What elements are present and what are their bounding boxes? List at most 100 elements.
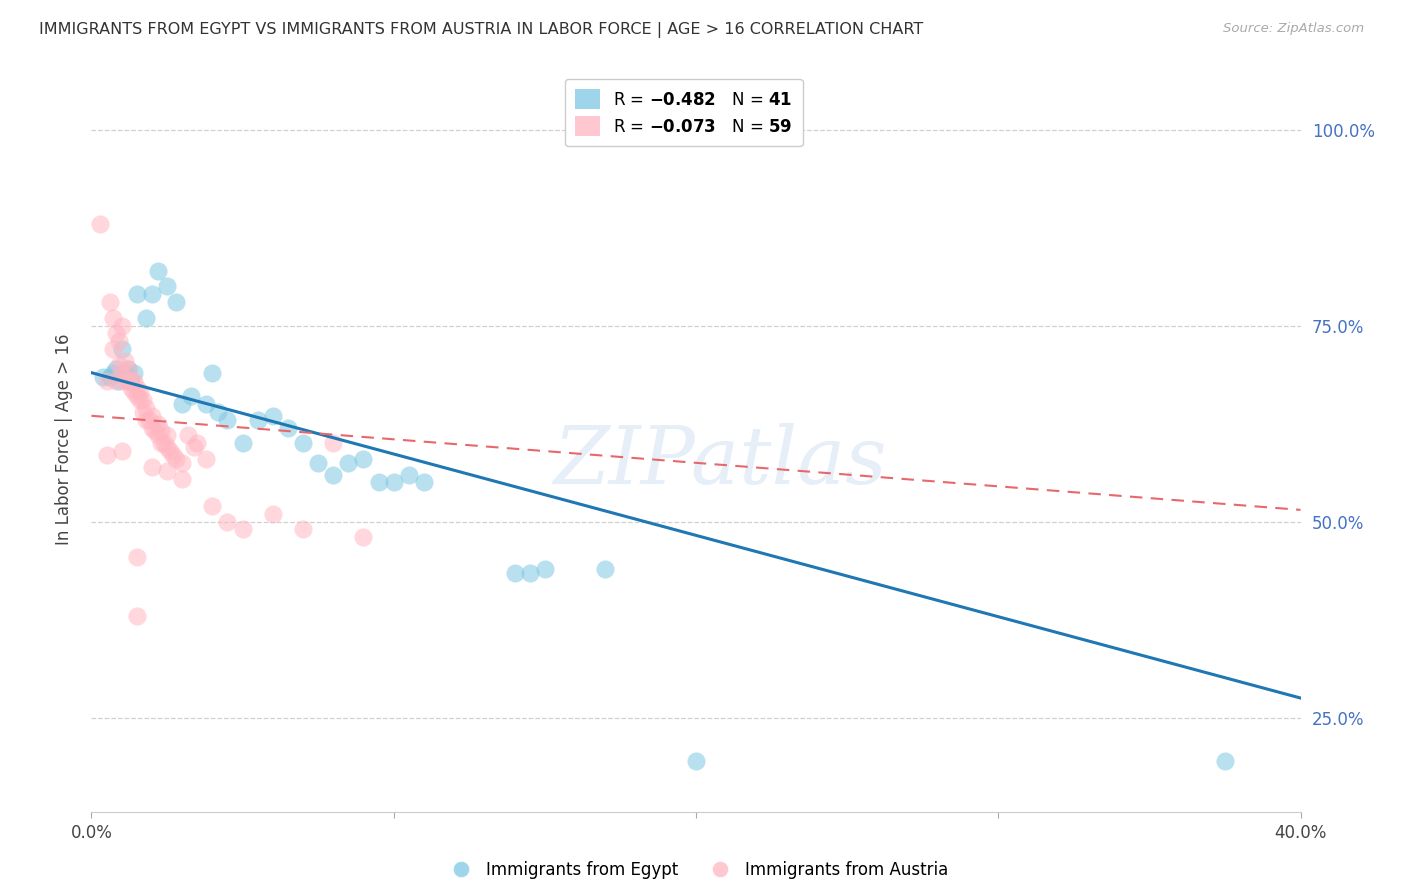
- Point: [382, 475, 405, 490]
- Point: [141, 420, 163, 434]
- Point: [125, 381, 148, 395]
- Point: [89, 217, 111, 231]
- Point: [101, 366, 124, 380]
- Point: [132, 405, 155, 419]
- Point: [352, 530, 374, 544]
- Point: [172, 397, 194, 411]
- Point: [107, 334, 129, 349]
- Point: [322, 467, 344, 482]
- Point: [141, 287, 163, 301]
- Point: [114, 374, 136, 388]
- Text: ZIPatlas: ZIPatlas: [554, 423, 887, 500]
- Point: [111, 342, 132, 356]
- Point: [104, 361, 127, 376]
- Point: [138, 413, 160, 427]
- Point: [195, 451, 218, 466]
- Point: [149, 425, 172, 439]
- Point: [165, 451, 187, 466]
- Point: [96, 374, 118, 388]
- Point: [180, 389, 202, 403]
- Point: [207, 405, 229, 419]
- Point: [132, 393, 155, 408]
- Point: [120, 381, 142, 395]
- Point: [1213, 754, 1236, 768]
- Point: [231, 436, 253, 450]
- Point: [165, 295, 187, 310]
- Point: [125, 389, 148, 403]
- Point: [104, 326, 127, 341]
- Point: [107, 358, 129, 372]
- Point: [128, 393, 150, 408]
- Point: [162, 448, 184, 462]
- Point: [262, 409, 284, 423]
- Point: [146, 428, 169, 442]
- Legend: Immigrants from Egypt, Immigrants from Austria: Immigrants from Egypt, Immigrants from A…: [437, 854, 955, 886]
- Point: [231, 523, 253, 537]
- Point: [141, 409, 163, 423]
- Point: [246, 413, 269, 427]
- Point: [141, 459, 163, 474]
- Point: [117, 361, 139, 376]
- Point: [117, 361, 139, 376]
- Point: [277, 420, 299, 434]
- Point: [503, 566, 526, 580]
- Point: [135, 310, 157, 325]
- Point: [117, 374, 139, 388]
- Point: [120, 374, 142, 388]
- Point: [172, 471, 194, 485]
- Point: [96, 448, 118, 462]
- Point: [135, 413, 157, 427]
- Point: [128, 385, 150, 400]
- Point: [307, 456, 329, 470]
- Point: [125, 549, 148, 564]
- Point: [292, 523, 315, 537]
- Point: [114, 354, 136, 368]
- Point: [125, 608, 148, 623]
- Y-axis label: In Labor Force | Age > 16: In Labor Force | Age > 16: [55, 334, 73, 545]
- Point: [367, 475, 389, 490]
- Point: [98, 369, 121, 384]
- Point: [322, 436, 344, 450]
- Point: [201, 366, 224, 380]
- Point: [292, 436, 315, 450]
- Point: [101, 310, 124, 325]
- Point: [143, 425, 166, 439]
- Point: [125, 287, 148, 301]
- Point: [149, 436, 172, 450]
- Point: [413, 475, 436, 490]
- Point: [135, 401, 157, 415]
- Point: [183, 440, 205, 454]
- Point: [114, 366, 136, 380]
- Point: [156, 428, 179, 442]
- Point: [98, 295, 121, 310]
- Point: [153, 436, 176, 450]
- Point: [201, 499, 224, 513]
- Point: [101, 342, 124, 356]
- Point: [217, 413, 239, 427]
- Point: [337, 456, 360, 470]
- Point: [156, 279, 179, 293]
- Point: [111, 318, 132, 333]
- Point: [352, 451, 374, 466]
- Point: [120, 374, 142, 388]
- Point: [156, 464, 179, 478]
- Point: [533, 562, 555, 576]
- Point: [262, 507, 284, 521]
- Point: [172, 456, 194, 470]
- Point: [685, 754, 707, 768]
- Point: [146, 417, 169, 431]
- Point: [93, 369, 115, 384]
- Point: [146, 264, 169, 278]
- Point: [104, 374, 127, 388]
- Point: [122, 374, 145, 388]
- Point: [519, 566, 541, 580]
- Point: [186, 436, 208, 450]
- Point: [398, 467, 420, 482]
- Point: [159, 444, 181, 458]
- Point: [111, 444, 132, 458]
- Point: [122, 385, 145, 400]
- Point: [217, 515, 239, 529]
- Text: Source: ZipAtlas.com: Source: ZipAtlas.com: [1223, 22, 1364, 36]
- Point: [177, 428, 200, 442]
- Point: [107, 374, 129, 388]
